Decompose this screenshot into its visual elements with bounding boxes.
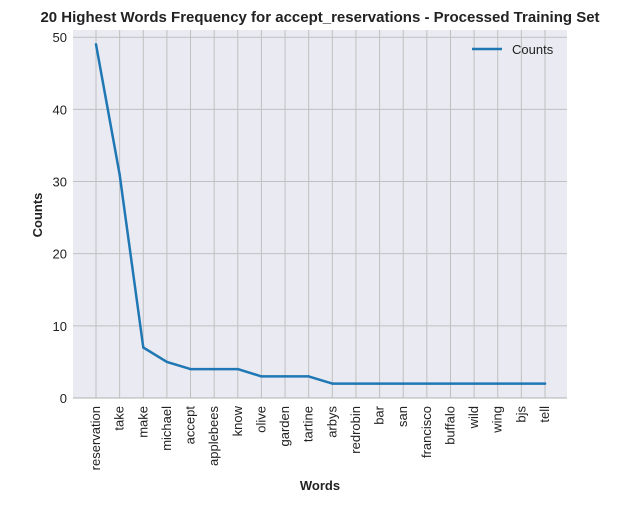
series-line (94, 43, 547, 385)
legend[interactable]: Counts (472, 42, 554, 57)
data-point (331, 382, 334, 385)
data-point (307, 375, 310, 378)
plot-area (73, 30, 567, 398)
x-tick-label: olive (253, 406, 268, 433)
data-point (94, 43, 98, 46)
y-tick-label: 10 (53, 319, 67, 334)
data-point (118, 173, 121, 176)
data-point (165, 360, 169, 364)
x-tick-label: tartine (301, 406, 316, 442)
y-axis-label: Counts (30, 193, 45, 238)
x-tick-label: buffalo (442, 406, 457, 445)
data-point (472, 382, 476, 385)
data-point (260, 375, 263, 378)
y-tick-labels: 0 10 20 30 40 50 (53, 30, 67, 406)
x-tick-labels: reservation take make michael accept applebee… (88, 405, 552, 470)
x-tick-label: accept (183, 406, 198, 445)
data-point (189, 367, 192, 371)
data-point (520, 382, 523, 385)
x-tick-label: reservation (88, 406, 103, 470)
y-tick-label: 50 (53, 30, 67, 45)
x-tick-label: michael (159, 406, 174, 451)
data-point (142, 346, 145, 349)
data-point (212, 367, 216, 371)
y-tick-label: 40 (53, 102, 67, 117)
data-point (543, 382, 547, 385)
x-tick-label: francisco (419, 406, 434, 458)
y-tick-label: 30 (53, 175, 67, 190)
data-point (425, 382, 429, 385)
data-point (378, 382, 381, 385)
x-axis-label: Words (300, 478, 340, 493)
data-point (283, 375, 287, 378)
x-tick-label: make (135, 406, 150, 438)
x-tick-label: bjs (513, 406, 528, 423)
data-point (449, 382, 452, 385)
data-point (402, 382, 405, 385)
x-tick-label: know (230, 405, 245, 436)
x-tick-label: wing (490, 406, 505, 434)
x-tick-label: applebees (206, 406, 221, 466)
x-tick-label: bar (372, 405, 387, 424)
chart-title: 20 Highest Words Frequency for accept_re… (40, 9, 599, 26)
y-tick-label: 0 (60, 391, 67, 406)
series-layer (94, 43, 547, 385)
x-tick-label: arbys (324, 406, 339, 438)
x-tick-label: tell (537, 406, 552, 423)
x-tick-label: san (395, 406, 410, 427)
legend-label: Counts (512, 42, 554, 57)
data-point (236, 367, 239, 371)
data-point (354, 382, 358, 385)
x-tick-label: take (112, 406, 127, 431)
grid-lines (73, 30, 567, 399)
data-point (496, 382, 499, 385)
x-tick-label: wild (466, 406, 481, 429)
x-tick-label: redrobin (348, 406, 363, 454)
y-tick-label: 20 (53, 247, 67, 262)
x-tick-label: garden (277, 406, 292, 446)
